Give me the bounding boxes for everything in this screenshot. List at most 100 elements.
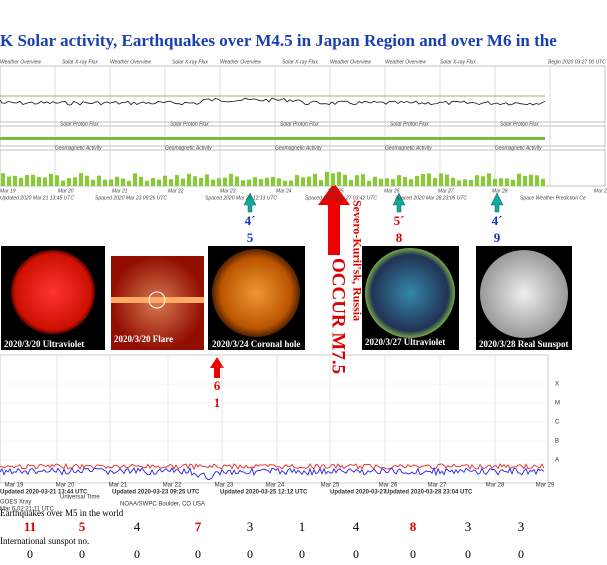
sunspot-count: 0: [195, 547, 201, 561]
kp-bar: [127, 180, 131, 186]
kp-bar: [49, 173, 53, 186]
sunspot-count: 0: [518, 547, 524, 561]
image-caption: 2020/3/20 Ultraviolet: [4, 339, 84, 349]
kp-bar: [67, 178, 71, 186]
kp-bar: [529, 174, 533, 186]
kp-bar: [523, 176, 527, 186]
kp-bar: [295, 175, 299, 186]
sunspot-count: 0: [247, 547, 253, 561]
date-label: Mar 20: [56, 483, 75, 489]
kp-bar: [55, 175, 59, 186]
kp-bar: [217, 178, 221, 186]
kp-bar: [181, 178, 185, 186]
kp-bar: [463, 179, 467, 186]
kp-bar: [439, 173, 443, 186]
kp-bar: [409, 179, 413, 186]
arrow-label: 4´: [492, 213, 503, 228]
kp-bar: [415, 175, 419, 186]
sunspot-count: 0: [79, 547, 85, 561]
kp-bar: [499, 178, 503, 186]
quake-count: 11: [24, 519, 36, 534]
kp-bar: [157, 179, 161, 186]
date-label: Mar 21: [109, 483, 128, 489]
kp-bar: [31, 174, 35, 186]
kp-bar: [103, 179, 107, 186]
kp-bar: [151, 177, 155, 186]
footer: Mar 6 02:21:11 UTC: [0, 507, 55, 513]
footer: Spaced 2020 Mar 23 09:26 UTC: [95, 195, 167, 201]
date-label: Mar 26: [379, 483, 398, 489]
footer: NOAA/SWPC Boulder, CO USA: [120, 502, 205, 508]
kp-bar: [343, 174, 347, 186]
class-label: M: [555, 401, 560, 407]
kp-bar: [379, 178, 383, 186]
kp-bar: [481, 176, 485, 186]
quake-count: 3: [465, 519, 472, 534]
panel-label: Solar X-ray Flux: [62, 59, 98, 65]
kp-bar: [313, 173, 317, 186]
kp-bar: [541, 178, 545, 186]
kp-bar: [469, 179, 473, 186]
kp-bar: [205, 174, 209, 186]
updated-label: Updated 2020-03-27: [330, 490, 387, 496]
date-label: Mar 23: [215, 483, 234, 489]
class-label: X: [555, 382, 559, 388]
kp-bar: [421, 173, 425, 186]
kp-bar: [7, 176, 11, 186]
kp-bar: [403, 177, 407, 186]
panel-label: Solar X-ray Flux: [172, 59, 208, 65]
panel-label: Geomagnetic Activity: [385, 145, 432, 151]
kp-bar: [331, 173, 335, 186]
xray-trace: [0, 97, 546, 106]
kp-bar: [253, 177, 257, 186]
quake-count: 7: [195, 519, 202, 534]
quake-occur: OCCUR M7.5: [328, 258, 349, 374]
kp-bar: [37, 176, 41, 186]
panel-label: Begin 2020 03 27 00 UTC: [548, 59, 606, 65]
kp-bar: [193, 176, 197, 186]
panel-label: Weather Overview: [110, 59, 151, 65]
date-label: Mar 22: [163, 483, 182, 489]
kp-bar: [373, 176, 377, 186]
kp-bar: [397, 175, 401, 186]
date-label: Mar 29: [594, 188, 607, 194]
sunspot-count: 0: [27, 547, 33, 561]
quake-count: 4: [353, 519, 360, 534]
panel-label: Geomagnetic Activity: [275, 145, 322, 151]
kp-bar: [25, 174, 29, 186]
kp-bar: [109, 179, 113, 186]
kp-bar: [139, 176, 143, 186]
class-label: A: [555, 458, 559, 464]
kp-bar: [259, 178, 263, 186]
panel-label: Solar Proton Flux: [500, 121, 539, 127]
kp-bar: [505, 178, 509, 186]
kp-bar: [487, 173, 491, 186]
kp-bar: [229, 173, 233, 186]
updated-label: Updated 2020-03-28 23:04 UTC: [385, 490, 473, 496]
kp-bar: [391, 179, 395, 186]
flux-long: [0, 462, 545, 471]
kp-bar: [289, 180, 293, 186]
kp-bar: [535, 175, 539, 186]
kp-bar: [223, 177, 227, 186]
kp-bar: [319, 180, 323, 186]
panel-label: Solar X-ray Flux: [440, 59, 476, 65]
kp-bar: [451, 177, 455, 186]
kp-bar: [493, 178, 497, 186]
flux-short: [0, 466, 545, 481]
quake-count: 3: [247, 519, 254, 534]
image-caption: 2020/3/24 Coronal hole: [212, 339, 300, 349]
axis-label: Universal Time: [60, 495, 100, 501]
panel-label: Solar Proton Flux: [390, 121, 429, 127]
kp-bar: [367, 180, 371, 186]
arrow-label: 5´: [394, 213, 405, 228]
panel-label: Weather Overview: [385, 59, 426, 65]
date-label: Mar 24: [266, 483, 285, 489]
row-label: International sunspot no.: [0, 536, 89, 546]
kp-bar: [349, 179, 353, 186]
row-label: Earthquakes over M5 in the world: [0, 508, 124, 518]
arrow-label: 8: [396, 230, 403, 245]
xray-chart: [0, 354, 549, 484]
kp-bar: [247, 179, 251, 186]
